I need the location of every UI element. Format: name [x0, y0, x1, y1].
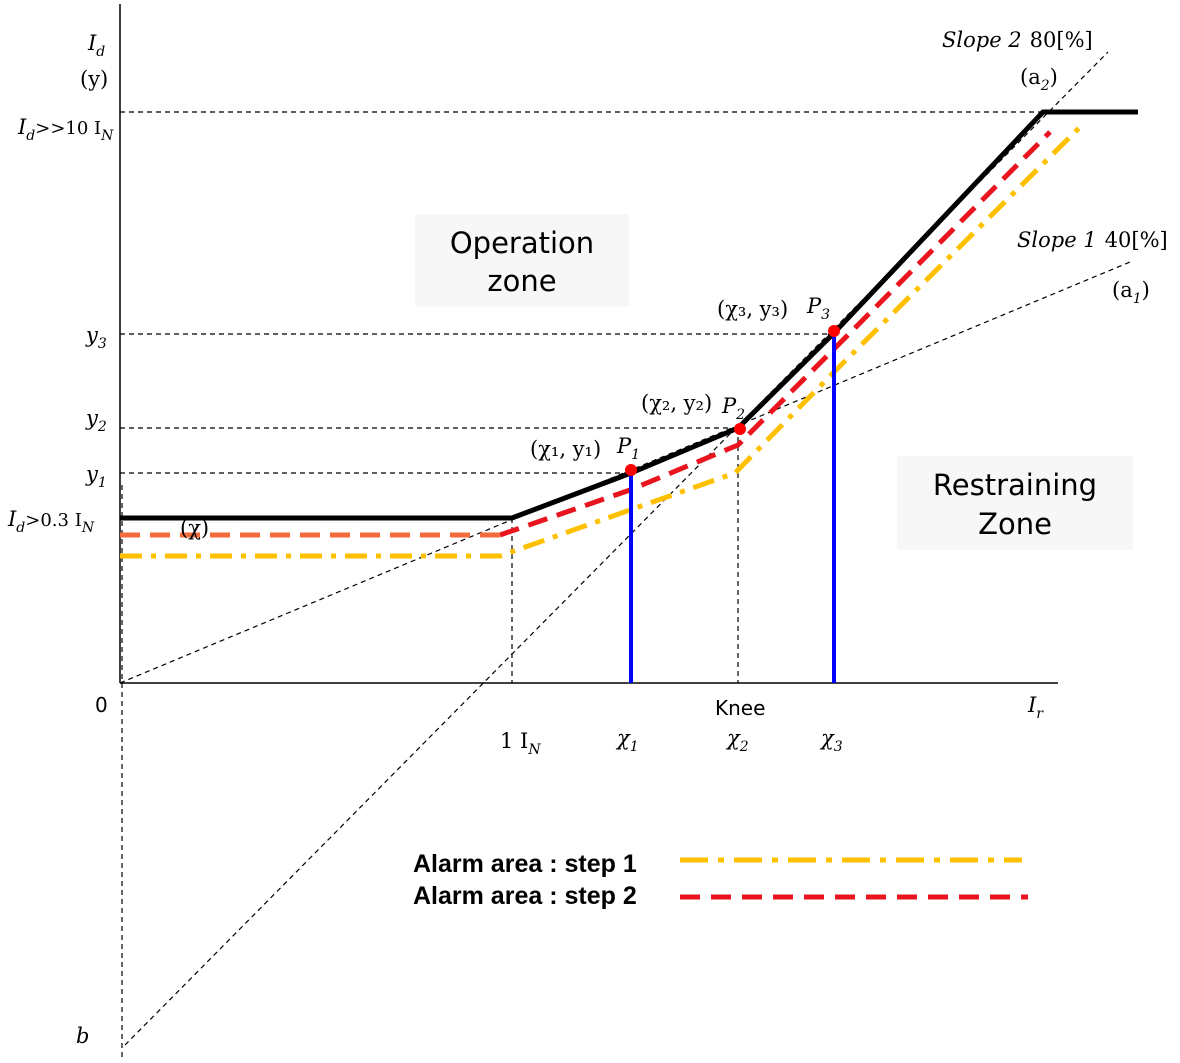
restraining-zone-label-2: Zone [978, 507, 1052, 541]
p1-coord-label: (χ₁, y₁) [530, 437, 601, 461]
operation-zone-label-2: zone [487, 264, 556, 298]
y-tick-id-max: Id>>10 IN [17, 115, 114, 144]
slope2-coef: (a2) [1020, 65, 1058, 94]
p1-name: P1 [616, 434, 640, 463]
p2-coord-label: (χ₂, y₂) [641, 391, 712, 415]
slope1-coef: (a1) [1112, 278, 1150, 307]
point-p1 [625, 464, 637, 476]
y-axis-var: (y) [80, 67, 108, 91]
restraining-zone-box [897, 456, 1133, 550]
y-tick-y1: y1 [85, 462, 107, 491]
x-tick-x1: χ1 [615, 726, 639, 755]
y-tick-y3: y3 [85, 323, 107, 352]
operation-zone-label-1: Operation [450, 226, 594, 260]
alarm-step1-curve [120, 125, 1082, 559]
point-p3 [828, 325, 840, 337]
y-axis-label: Id [87, 31, 105, 60]
point-p2 [734, 423, 746, 435]
b-label: b [76, 1024, 89, 1048]
p2-name: P2 [721, 394, 745, 423]
x-tick-knee: Knee [715, 696, 765, 720]
origin-label: 0 [95, 693, 108, 717]
y-tick-id-min: Id>0.3 IN [7, 507, 95, 536]
x-axis-label: Ir [1027, 693, 1044, 722]
slope1-label: Slope 1 40[%] [1017, 228, 1168, 252]
slope1-line [119, 261, 1131, 684]
restraining-zone-label-1: Restraining [933, 468, 1097, 502]
legend-step1-label: Alarm area : step 1 [413, 850, 637, 878]
p3-coord-label: (χ₃, y₃) [717, 297, 788, 321]
x-tick-x3: χ3 [819, 726, 843, 755]
slope2-label: Slope 2 80[%] [942, 28, 1093, 52]
operation-zone-box [415, 214, 629, 307]
legend-step2-label: Alarm area : step 2 [413, 882, 637, 910]
p3-name: P3 [806, 294, 830, 323]
y-tick-y2: y2 [85, 406, 107, 435]
x-tick-1in: 1 IN [500, 729, 541, 758]
x-tick-x2: χ2 [725, 726, 749, 755]
chi-label: (χ) [180, 516, 209, 540]
alarm-step2-curve [499, 130, 1052, 538]
